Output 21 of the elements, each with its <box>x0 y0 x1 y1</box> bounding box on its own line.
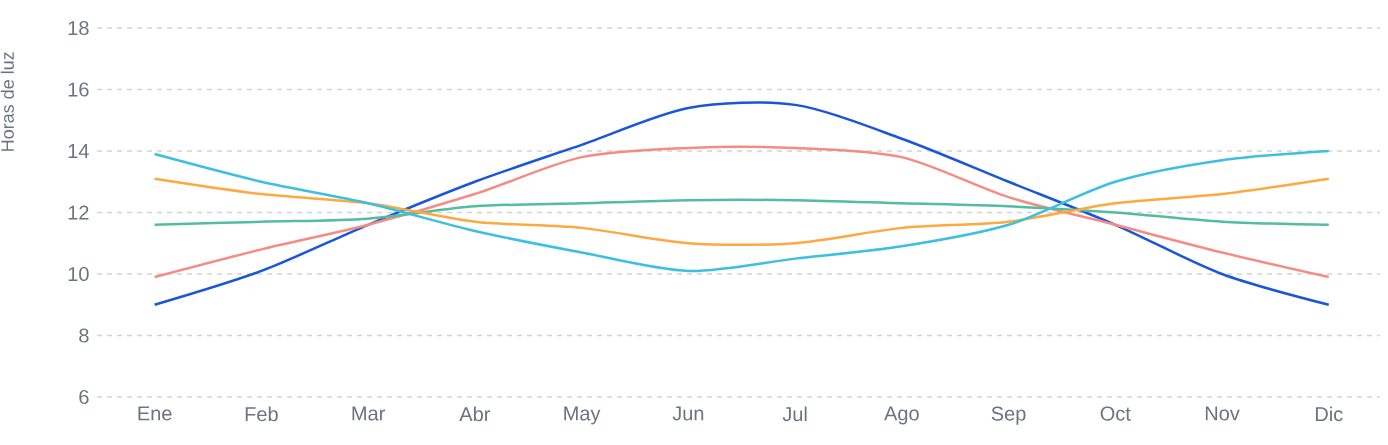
y-axis-title: Horas de luz <box>0 52 14 151</box>
y-tick-label: 16 <box>68 82 89 97</box>
y-tick-label: 14 <box>68 144 89 158</box>
x-tick-label: Sep <box>991 406 1026 425</box>
x-tick-label: May <box>564 406 601 425</box>
x-tick-label: Nov <box>1205 406 1240 421</box>
y-tick-label: 18 <box>68 20 89 36</box>
x-tick-label: Ene <box>138 406 172 421</box>
y-tick-label: 10 <box>68 266 89 282</box>
x-tick-label: Oct <box>1100 406 1131 421</box>
x-tick-label: Mar <box>352 406 385 421</box>
y-tick-label: 12 <box>68 205 89 220</box>
line-series <box>153 198 1331 227</box>
x-tick-label: Jul <box>782 406 807 422</box>
y-tick-label: 8 <box>79 328 89 343</box>
x-tick-label: Ago <box>884 406 919 425</box>
y-tick-label: 6 <box>79 389 89 405</box>
x-tick-label: Feb <box>245 406 278 422</box>
x-tick-label: Jun <box>672 406 704 421</box>
x-tick-label: Dic <box>1315 406 1343 422</box>
x-tick-label: Abr <box>459 406 491 422</box>
